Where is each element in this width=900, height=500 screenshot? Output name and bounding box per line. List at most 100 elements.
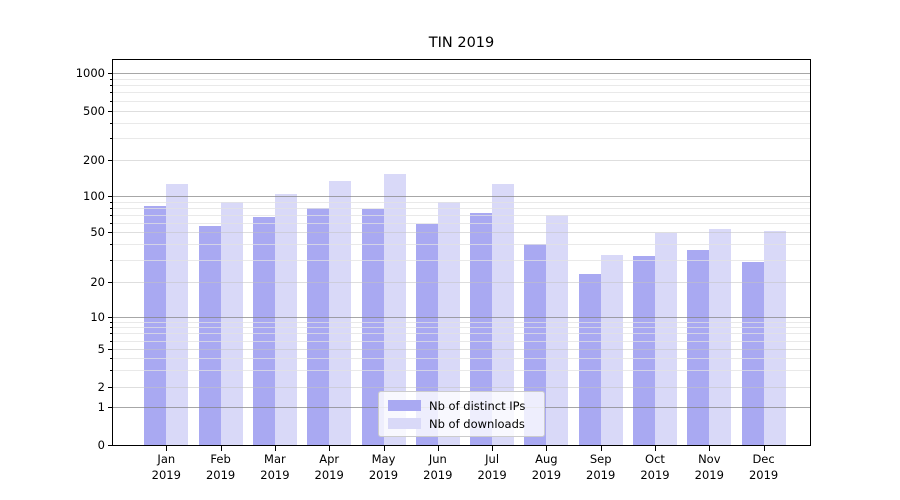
gridline-2 xyxy=(113,386,810,388)
gridline-30 xyxy=(113,259,810,261)
x-tick-mar xyxy=(274,446,276,451)
gridline-20 xyxy=(113,281,810,283)
gridline-50 xyxy=(113,232,810,234)
y-minor-tick xyxy=(110,370,113,371)
gridline-10 xyxy=(113,316,810,318)
x-tick-jan xyxy=(166,446,168,451)
gridline-900 xyxy=(113,79,810,80)
y-tick-label-500: 500 xyxy=(83,103,105,118)
gridline-4 xyxy=(113,358,810,360)
x-tick-aug xyxy=(546,446,548,451)
x-tick-label-jul: Jul 2019 xyxy=(477,452,507,482)
y-minor-tick xyxy=(110,214,113,216)
y-tick-label-20: 20 xyxy=(90,274,105,289)
gridline-100 xyxy=(113,196,810,197)
y-minor-tick xyxy=(110,321,113,323)
bar-downloads-apr xyxy=(329,181,352,445)
bar-downloads-may xyxy=(383,174,406,445)
y-minor-tick xyxy=(110,333,113,335)
x-tick-label-feb: Feb 2019 xyxy=(205,452,236,482)
y-minor-tick xyxy=(110,201,113,203)
bar-distinct-ips-jan xyxy=(144,205,167,445)
y-minor-tick xyxy=(110,207,113,209)
gridline-70 xyxy=(113,214,810,216)
y-minor-tick xyxy=(110,85,113,87)
bar-distinct-ips-apr xyxy=(307,207,330,445)
legend-item-downloads: Nb of downloads xyxy=(388,415,536,432)
grid-layer xyxy=(113,60,810,445)
y-tick-label-200: 200 xyxy=(83,153,105,167)
bar-distinct-ips-mar xyxy=(252,217,275,445)
x-tick-dec xyxy=(763,446,765,451)
y-minor-tick xyxy=(110,327,113,328)
bar-distinct-ips-feb xyxy=(198,226,221,445)
x-tick-label-jun: Jun 2019 xyxy=(423,452,453,482)
gridline-400 xyxy=(113,122,810,124)
y-minor-tick xyxy=(110,222,113,224)
x-tick-label-aug: Aug 2019 xyxy=(531,452,562,482)
y-tick-label-1: 1 xyxy=(97,400,105,415)
y-tick-1000 xyxy=(108,73,113,75)
y-tick-1 xyxy=(108,407,113,409)
legend-label-distinct-ips: Nb of distinct IPs xyxy=(429,398,526,413)
bar-downloads-jul xyxy=(492,183,515,445)
y-tick-label-50: 50 xyxy=(90,225,105,240)
x-tick-jun xyxy=(437,446,439,451)
y-minor-tick xyxy=(110,340,113,342)
gridline-3 xyxy=(113,370,810,371)
y-tick-label-0: 0 xyxy=(97,438,105,452)
gridline-500 xyxy=(113,110,810,112)
bar-downloads-oct xyxy=(655,233,677,445)
bar-downloads-feb xyxy=(220,201,243,445)
y-minor-tick xyxy=(110,122,113,124)
y-tick-20 xyxy=(108,281,113,283)
gridline-5 xyxy=(113,349,810,350)
gridline-600 xyxy=(113,100,810,102)
y-minor-tick xyxy=(110,259,113,261)
y-tick-label-10: 10 xyxy=(90,309,105,324)
x-tick-label-may: May 2019 xyxy=(368,452,399,482)
y-tick-0 xyxy=(108,445,113,446)
x-tick-label-nov: Nov 2019 xyxy=(694,452,724,482)
gridline-6 xyxy=(113,340,810,342)
x-tick-jul xyxy=(492,446,494,451)
y-tick-5 xyxy=(108,349,113,350)
y-tick-2 xyxy=(108,386,113,388)
x-tick-apr xyxy=(329,446,331,451)
bar-distinct-ips-oct xyxy=(633,256,655,445)
legend: Nb of distinct IPs Nb of downloads xyxy=(378,391,545,437)
x-tick-label-oct: Oct 2019 xyxy=(640,452,670,482)
y-tick-100 xyxy=(108,196,113,197)
legend-swatch-distinct-ips xyxy=(388,400,421,411)
y-tick-label-2: 2 xyxy=(97,379,105,394)
y-tick-50 xyxy=(108,232,113,234)
x-tick-nov xyxy=(709,446,711,451)
gridline-800 xyxy=(113,85,810,87)
y-tick-500 xyxy=(108,110,113,112)
x-tick-label-apr: Apr 2019 xyxy=(314,452,344,482)
legend-item-distinct-ips: Nb of distinct IPs xyxy=(388,397,536,414)
gridline-700 xyxy=(113,92,810,94)
y-minor-tick xyxy=(110,358,113,360)
gridline-9 xyxy=(113,321,810,323)
gridline-80 xyxy=(113,207,810,209)
bar-downloads-jun xyxy=(437,201,460,445)
y-minor-tick xyxy=(110,79,113,80)
x-tick-may xyxy=(383,446,385,451)
gridline-200 xyxy=(113,160,810,161)
x-tick-sep xyxy=(600,446,602,451)
gridline-60 xyxy=(113,222,810,224)
gridline-8 xyxy=(113,327,810,328)
gridline-300 xyxy=(113,138,810,140)
x-tick-oct xyxy=(655,446,656,451)
legend-label-downloads: Nb of downloads xyxy=(429,416,525,431)
y-minor-tick xyxy=(110,244,113,246)
bar-distinct-ips-dec xyxy=(741,261,764,445)
x-tick-label-sep: Sep 2019 xyxy=(586,452,616,482)
y-tick-10 xyxy=(108,316,113,318)
bar-downloads-dec xyxy=(763,231,786,445)
gridline-7 xyxy=(113,333,810,335)
x-tick-label-mar: Mar 2019 xyxy=(260,452,290,482)
y-tick-200 xyxy=(108,160,113,161)
